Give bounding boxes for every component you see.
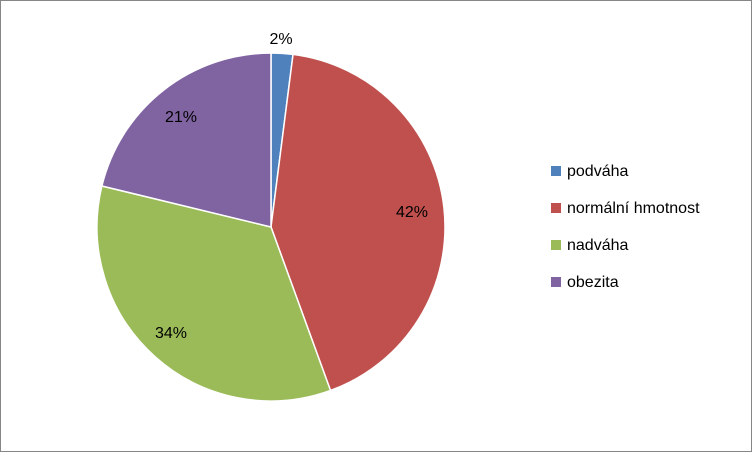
legend-label-podvaha: podváha: [567, 163, 628, 180]
data-label-nadvaha: 34%: [155, 325, 187, 342]
pie-slices: [96, 52, 446, 402]
legend-swatch-obezita: [551, 277, 561, 287]
legend-label-obezita: obezita: [567, 274, 619, 291]
data-label-podvaha: 2%: [269, 31, 292, 48]
legend-swatch-nadvaha: [551, 240, 561, 250]
pie-slice-normalni-hmotnost: [270, 53, 446, 392]
legend: podváha normální hmotnost nadváha obezit…: [551, 163, 700, 291]
pie-slice-obezita: [101, 52, 272, 228]
legend-label-nadvaha: nadváha: [567, 237, 628, 254]
legend-swatch-podvaha: [551, 166, 561, 176]
pie-slice-nadvaha: [96, 185, 332, 402]
legend-label-normalni-hmotnost: normální hmotnost: [567, 200, 700, 217]
data-labels: 2% 42% 34% 21%: [155, 31, 428, 342]
data-label-normalni-hmotnost: 42%: [396, 204, 428, 221]
legend-swatch-normalni-hmotnost: [551, 203, 561, 213]
data-label-obezita: 21%: [165, 109, 197, 126]
